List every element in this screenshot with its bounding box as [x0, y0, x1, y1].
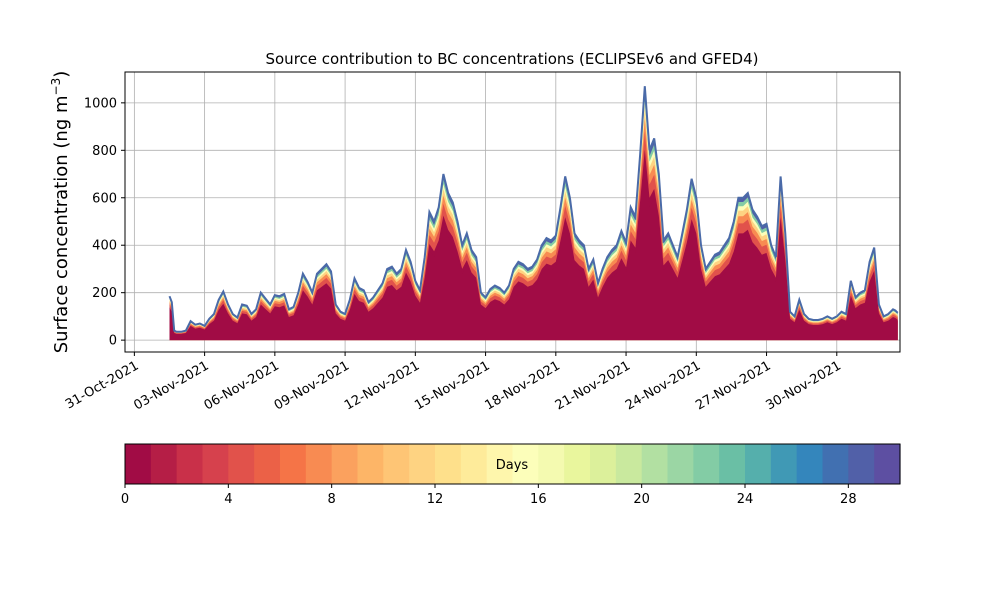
colorbar-segment — [305, 444, 333, 484]
colorbar-tick-label: 16 — [530, 492, 547, 507]
colorbar-segment — [202, 444, 229, 484]
x-tick-label: 24-Nov-2021 — [623, 358, 703, 413]
colorbar-tick-label: 12 — [427, 492, 444, 507]
colorbar-segment — [770, 444, 798, 484]
colorbar-segment — [719, 444, 746, 484]
colorbar-segment — [254, 444, 281, 484]
y-axis: 0 200 400 600 800 1000 — [84, 96, 125, 349]
colorbar-tick-label: 8 — [328, 492, 336, 507]
colorbar-segment — [667, 444, 694, 484]
colorbar-segment — [796, 444, 824, 484]
total-line-layer — [168, 86, 899, 333]
colorbar-frame — [124, 443, 901, 485]
x-tick-label: 21-Nov-2021 — [553, 358, 633, 413]
y-tick-label: 400 — [92, 239, 117, 254]
x-tick-label: 09-Nov-2021 — [272, 358, 352, 413]
plot-frame — [124, 71, 901, 353]
colorbar: 0 4 8 12 16 20 24 28 — [121, 443, 901, 507]
colorbar-segment — [590, 444, 617, 484]
x-tick-label: 27-Nov-2021 — [693, 358, 773, 413]
x-tick-label: 15-Nov-2021 — [412, 358, 492, 413]
colorbar-tick-label: 20 — [633, 492, 650, 507]
colorbar-label: Days — [496, 458, 529, 473]
x-tick-label: 31-Oct-2021 — [63, 358, 141, 412]
colorbar-segment — [822, 444, 849, 484]
colorbar-segment — [512, 444, 539, 484]
total-series-line — [168, 86, 899, 333]
colorbar-segment — [357, 444, 384, 484]
x-tick-label: 18-Nov-2021 — [483, 358, 563, 413]
area-layers — [169, 86, 898, 341]
x-tick-label: 12-Nov-2021 — [342, 358, 422, 413]
y-axis-label: Surface concentration (ng m−3) — [49, 71, 72, 354]
chart-title: Source contribution to BC concentrations… — [265, 50, 758, 68]
colorbar-segment — [460, 444, 488, 484]
colorbar-segment — [176, 444, 204, 484]
y-tick-label: 200 — [92, 286, 117, 301]
y-tick-label: 800 — [92, 144, 117, 159]
colorbar-segment — [486, 444, 514, 484]
colorbar-segment — [615, 444, 643, 484]
colorbar-segment — [150, 444, 178, 484]
colorbar-tick-label: 0 — [121, 492, 129, 507]
colorbar-segment — [383, 444, 410, 484]
colorbar-tick-label: 24 — [737, 492, 754, 507]
colorbar-segment — [280, 444, 307, 484]
colorbar-tick-label: 28 — [840, 492, 857, 507]
colorbar-segment — [693, 444, 720, 484]
y-tick-label: 0 — [109, 334, 117, 349]
y-tick-label: 1000 — [84, 96, 117, 111]
colorbar-segment — [228, 444, 255, 484]
colorbar-tick-label: 4 — [224, 492, 232, 507]
colorbar-segment — [745, 444, 772, 484]
area-layer-base — [169, 162, 898, 341]
colorbar-segment — [564, 444, 591, 484]
x-axis: 31-Oct-202103-Nov-202106-Nov-202109-Nov-… — [63, 352, 844, 414]
colorbar-segment — [125, 444, 152, 484]
colorbar-segment — [874, 444, 901, 484]
colorbar-segment — [331, 444, 359, 484]
colorbar-segment — [409, 444, 436, 484]
x-tick-label: 06-Nov-2021 — [202, 358, 282, 413]
colorbar-segment — [435, 444, 462, 484]
colorbar-segment — [848, 444, 875, 484]
x-tick-label: 30-Nov-2021 — [764, 358, 844, 413]
x-tick-label: 03-Nov-2021 — [131, 358, 211, 413]
colorbar-segment — [641, 444, 669, 484]
colorbar-segment — [538, 444, 565, 484]
y-tick-label: 600 — [92, 191, 117, 206]
